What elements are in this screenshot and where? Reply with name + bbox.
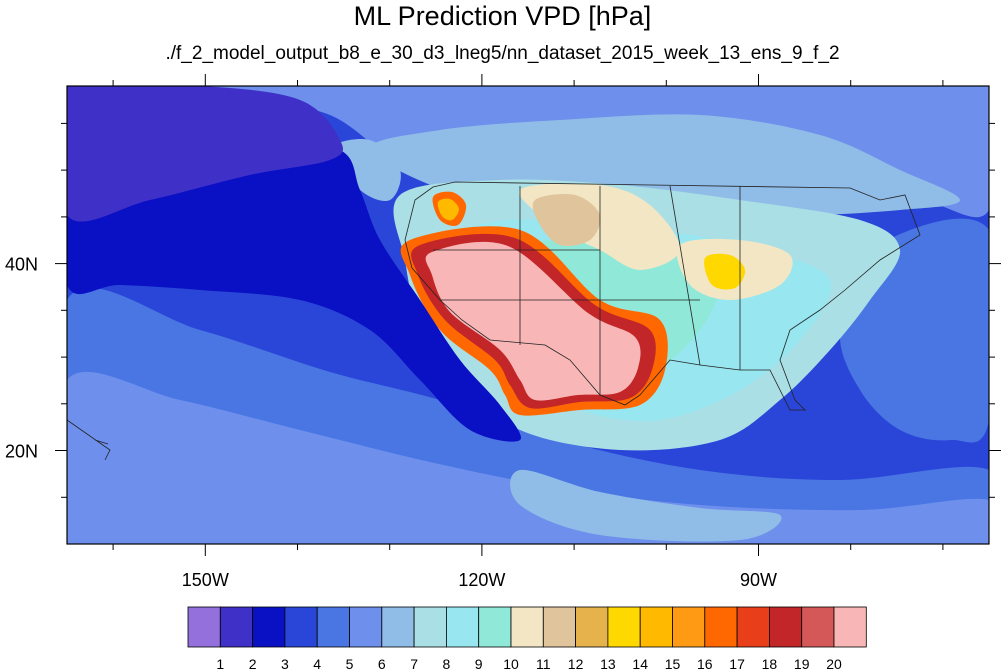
lat-tick-label: 20N <box>5 442 38 462</box>
colorbar-swatch <box>575 606 609 648</box>
colorbar-label: 14 <box>632 656 648 672</box>
lat-tick-label: 40N <box>5 255 38 275</box>
colorbar-swatch <box>607 606 641 648</box>
vpd-contour-region <box>510 469 782 542</box>
map-plot-area <box>67 86 989 544</box>
colorbar-label: 4 <box>313 656 321 672</box>
map-frame <box>66 85 990 545</box>
colorbar-swatch <box>672 606 706 648</box>
colorbar-label: 17 <box>729 656 745 672</box>
vpd-contour-region <box>329 138 401 202</box>
colorbar-swatch <box>284 606 318 648</box>
colorbar-swatch <box>542 606 576 648</box>
political-border <box>67 419 111 461</box>
colorbar-swatch <box>381 606 415 648</box>
colorbar-label: 8 <box>443 656 451 672</box>
colorbar-label: 11 <box>536 656 551 672</box>
lon-tick-label: 90W <box>740 570 777 590</box>
colorbar-swatch <box>639 606 673 648</box>
colorbar-label: 12 <box>568 656 584 672</box>
vpd-contour-region <box>437 198 460 221</box>
colorbar-swatch <box>187 606 221 648</box>
colorbar-swatch <box>349 606 383 648</box>
vpd-contour-region <box>532 194 601 246</box>
colorbar: 1 2 3 4 5 6 7 8 9 10 11 12 13 14 15 16 17 18 19 20 <box>187 606 867 672</box>
colorbar-swatch <box>833 606 867 648</box>
colorbar-swatch <box>769 606 803 648</box>
political-border <box>433 185 741 395</box>
vpd-contour-region <box>67 371 989 544</box>
colorbar-label: 15 <box>665 656 681 672</box>
colorbar-swatch <box>445 606 480 648</box>
colorbar-swatch <box>316 606 350 648</box>
colorbar-swatch <box>801 606 835 648</box>
colorbar-label: 13 <box>600 656 616 672</box>
colorbar-swatch <box>413 606 447 648</box>
colorbar-label: 5 <box>346 656 354 672</box>
colorbar-label: 7 <box>410 656 418 672</box>
colorbar-label: 20 <box>826 656 842 672</box>
lon-tick-label: 120W <box>458 570 505 590</box>
colorbar-label: 6 <box>378 656 386 672</box>
colorbar-label: 16 <box>697 656 713 672</box>
colorbar-label: 2 <box>249 656 257 672</box>
colorbar-swatch <box>478 606 512 648</box>
colorbar-swatch <box>736 606 770 648</box>
vpd-contour-region <box>67 86 343 222</box>
colorbar-label: 10 <box>503 656 519 672</box>
colorbar-label: 1 <box>216 656 224 672</box>
colorbar-swatch <box>704 606 738 648</box>
vpd-contour-region <box>425 241 641 401</box>
colorbar-swatch <box>219 606 254 648</box>
map-subtitle: ./f_2_model_output_b8_e_30_d3_lneg5/nn_d… <box>165 43 840 64</box>
colorbar-label: 18 <box>762 656 778 672</box>
vpd-contour-region <box>704 253 746 290</box>
vpd-contour-region <box>67 140 521 442</box>
axis-ticks <box>55 74 1001 556</box>
colorbar-label: 9 <box>475 656 483 672</box>
map-title: ML Prediction VPD [hPa] <box>353 1 652 31</box>
political-border <box>404 181 921 411</box>
colorbar-label: 3 <box>281 656 289 672</box>
colorbar-swatch <box>510 606 544 648</box>
lon-tick-label: 150W <box>182 570 229 590</box>
colorbar-swatch <box>252 606 286 648</box>
colorbar-label: 19 <box>794 656 810 672</box>
